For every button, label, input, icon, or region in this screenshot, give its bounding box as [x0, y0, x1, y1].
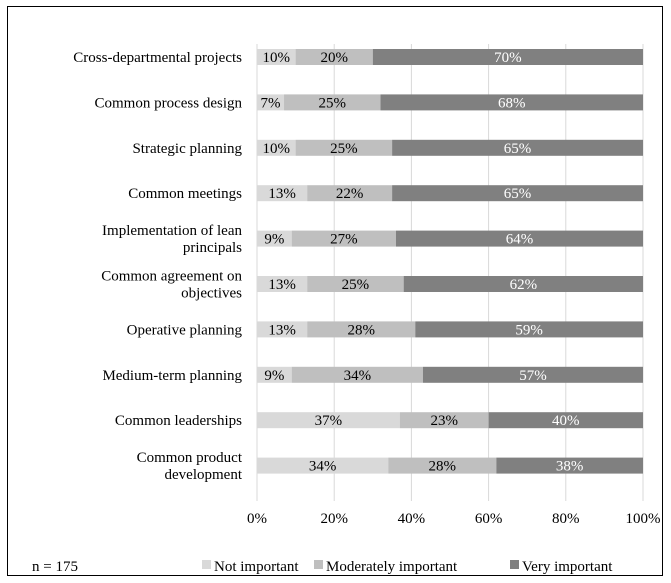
chart-frame: 10% 20% 70% 7% 25% 68% 10% 25% 65% 13% 22% 65% 9% 27%…	[7, 6, 663, 576]
bar-segment	[295, 49, 373, 65]
data-label: 65%	[504, 186, 532, 202]
category-label: Common product development	[137, 450, 243, 483]
bar-segment	[291, 230, 396, 247]
data-label: 28%	[429, 459, 457, 475]
data-label: 20%	[320, 50, 348, 66]
bar-segment	[372, 49, 643, 65]
data-label: 62%	[510, 277, 538, 293]
x-tick-label: 40%	[398, 511, 426, 527]
data-label: 68%	[498, 95, 526, 111]
data-label: 34%	[344, 368, 372, 384]
category-label: Common process design	[95, 95, 243, 111]
data-label: 23%	[430, 413, 458, 429]
category-labels: Cross-departmental projects Common proces…	[73, 50, 243, 483]
bar-segment	[307, 276, 404, 292]
data-label: 27%	[330, 232, 358, 248]
category-label: Strategic planning	[132, 141, 242, 157]
x-tick-label: 0%	[247, 511, 267, 527]
x-tick-label: 60%	[475, 511, 503, 527]
bar-segment	[307, 321, 416, 338]
sample-size-note: n = 175	[32, 559, 78, 575]
bar-segment	[257, 139, 296, 156]
data-label: 9%	[264, 232, 284, 248]
category-label: Common leaderships	[115, 413, 242, 429]
legend-swatch	[314, 560, 323, 569]
data-label: 9%	[264, 368, 284, 384]
bar-segment	[392, 139, 643, 156]
bar-segment	[295, 139, 393, 156]
stacked-bar-chart: 10% 20% 70% 7% 25% 68% 10% 25% 65% 13% 22% 65% 9% 27%…	[32, 44, 661, 575]
category-label: Operative planning	[127, 322, 243, 338]
data-label: 22%	[336, 186, 364, 202]
bar-segment	[257, 49, 296, 65]
data-label: 25%	[342, 277, 370, 293]
data-label: 70%	[494, 50, 522, 66]
x-tick-label: 80%	[552, 511, 580, 527]
bar-segment	[415, 321, 643, 338]
data-label: 10%	[263, 141, 291, 157]
data-label: 59%	[515, 322, 543, 338]
bar-segment	[380, 94, 643, 111]
gridlines	[256, 44, 644, 501]
category-label: Common agreement on objectives	[101, 269, 242, 302]
legend-label: Not important	[214, 559, 299, 575]
legend: n = 175 Not important Moderately importan…	[32, 559, 613, 575]
category-label: Cross-departmental projects	[73, 50, 242, 66]
data-label: 64%	[506, 232, 534, 248]
bar-segment	[257, 185, 308, 202]
data-label: 25%	[319, 95, 347, 111]
data-label: 38%	[556, 459, 584, 475]
bar-segment	[399, 412, 489, 429]
data-label: 13%	[268, 186, 296, 202]
data-label: 28%	[347, 322, 375, 338]
x-axis-ticks: 0% 20% 40% 60% 80% 100%	[247, 511, 661, 527]
bar-segment	[392, 185, 643, 202]
bar-segment	[388, 457, 497, 474]
bar-segment	[257, 412, 400, 429]
bar-segment	[307, 185, 393, 202]
category-label: Common meetings	[128, 186, 242, 202]
bar-segment	[257, 321, 308, 338]
legend-swatch	[510, 560, 519, 569]
x-tick-label: 20%	[320, 511, 348, 527]
bar-segment	[257, 94, 285, 111]
bar-segment	[257, 276, 308, 292]
bar-segment	[257, 457, 389, 474]
data-label: 25%	[330, 141, 358, 157]
category-label: Implementation of lean principals	[102, 223, 242, 256]
data-label: 65%	[504, 141, 532, 157]
data-label: 57%	[519, 368, 547, 384]
data-label: 10%	[263, 50, 291, 66]
bars: 10% 20% 70% 7% 25% 68% 10% 25% 65% 13% 22% 65% 9% 27%…	[257, 49, 643, 475]
bar-segment	[257, 230, 292, 247]
legend-label: Very important	[522, 559, 613, 575]
bar-segment	[422, 366, 643, 383]
bar-segment	[395, 230, 643, 247]
bar-segment	[284, 94, 381, 111]
bar-segment	[291, 366, 423, 383]
x-tick-label: 100%	[626, 511, 661, 527]
data-label: 37%	[315, 413, 343, 429]
legend-swatch	[202, 560, 211, 569]
legend-label: Moderately important	[326, 559, 458, 575]
data-label: 13%	[268, 277, 296, 293]
bar-segment	[403, 276, 643, 292]
bar-segment	[496, 457, 643, 474]
bar-segment	[257, 366, 292, 383]
category-label: Medium-term planning	[102, 368, 242, 384]
data-label: 13%	[268, 322, 296, 338]
bar-segment	[488, 412, 643, 429]
data-label: 7%	[261, 95, 281, 111]
data-label: 34%	[309, 459, 337, 475]
data-label: 40%	[552, 413, 580, 429]
